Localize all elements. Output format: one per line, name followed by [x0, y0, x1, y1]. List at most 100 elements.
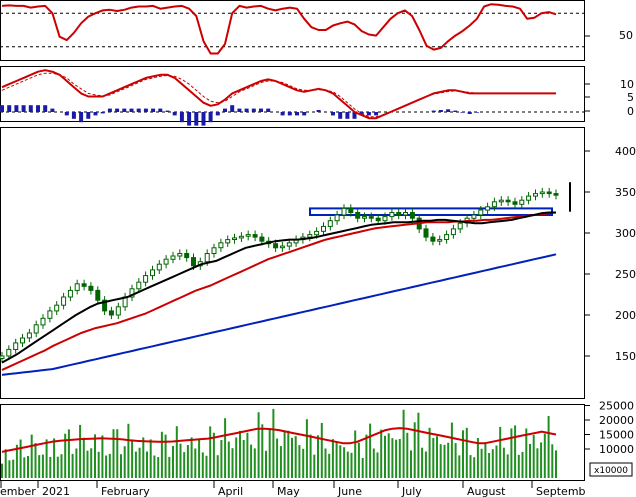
candle-body-57	[389, 212, 395, 218]
candle-body-15	[102, 299, 108, 312]
panel-frame-0	[0, 0, 585, 61]
candle-body-70	[478, 209, 484, 216]
candle-body-65	[444, 234, 450, 241]
candle-body-63	[430, 236, 436, 242]
candle-body-13	[88, 285, 94, 291]
price-tick-5: 150	[615, 350, 636, 363]
candle-body-1	[6, 348, 12, 357]
candle-body-9	[61, 296, 67, 306]
candle-body-75	[512, 201, 518, 205]
x-tick-3: April	[218, 485, 243, 497]
candle-body-26	[177, 253, 183, 257]
candle-body-32	[218, 242, 224, 249]
stoch-line-0	[1, 3, 557, 55]
candle-body-36	[245, 234, 251, 237]
macd-tick-0: 10	[620, 78, 634, 91]
volume-tick-0: 25000	[599, 400, 634, 413]
price-tick-2: 300	[615, 227, 636, 240]
candle-body-48	[327, 220, 333, 227]
volume-tick-1: 20000	[599, 414, 634, 427]
candle-body-81	[553, 193, 559, 196]
candle-body-45	[307, 234, 313, 238]
candle-body-25	[170, 255, 176, 260]
candle-body-62	[423, 228, 429, 238]
candle-body-6	[40, 317, 46, 326]
candle-body-40	[273, 243, 279, 249]
candle-body-72	[491, 201, 497, 208]
candle-body-58	[396, 212, 402, 216]
x-tick-8: Septemb	[536, 485, 586, 497]
candle-body-8	[54, 304, 60, 312]
candle-body-0	[0, 355, 5, 359]
candle-body-37	[252, 234, 258, 238]
candle-body-47	[321, 225, 326, 232]
candle-body-49	[334, 214, 340, 222]
candle-body-51	[348, 207, 354, 213]
candle-body-10	[67, 289, 73, 298]
volume-tick-3: 10000	[599, 443, 634, 456]
candle-body-60	[409, 212, 415, 219]
price-tick-4: 200	[615, 309, 636, 322]
volume-tick-2: 15000	[599, 429, 634, 442]
candle-body-33	[225, 239, 231, 244]
candle-body-4	[26, 332, 32, 339]
candle-body-53	[362, 216, 367, 219]
x-tick-1: 2021	[42, 485, 70, 497]
candle-body-77	[526, 195, 532, 201]
macd-tick-1: 5	[627, 91, 634, 104]
x-tick-4: May	[277, 485, 300, 497]
candle-body-54	[368, 216, 374, 219]
candle-body-34	[232, 237, 237, 240]
candle-body-5	[33, 324, 39, 334]
candle-body-73	[498, 199, 504, 203]
x-tick-7: August	[467, 485, 506, 497]
volume-unit-label: x10000	[594, 466, 628, 476]
candle-body-21	[143, 275, 149, 283]
panel-frame-2	[0, 127, 585, 399]
candle-body-28	[191, 257, 196, 267]
x-tick-0: ember	[0, 485, 36, 497]
candle-body-67	[457, 222, 463, 230]
candle-body-14	[95, 289, 101, 301]
candle-body-35	[238, 235, 244, 239]
ma-short-line	[1, 211, 556, 364]
price-tick-0: 400	[615, 145, 636, 158]
candle-body-78	[533, 193, 538, 197]
price-tick-3: 250	[615, 268, 636, 281]
candle-body-80	[546, 191, 552, 195]
x-tick-6: July	[401, 485, 422, 497]
candle-body-52	[355, 212, 361, 219]
candle-body-3	[20, 337, 25, 344]
volume-ma-line	[1, 427, 557, 453]
stoch-tick-0: 50	[619, 29, 633, 42]
candle-body-42	[286, 242, 292, 247]
candle-body-19	[129, 288, 135, 298]
candle-body-23	[156, 263, 162, 271]
candle-body-66	[450, 228, 456, 236]
candle-body-7	[47, 310, 53, 319]
candle-body-79	[539, 191, 545, 195]
candle-body-46	[314, 230, 320, 236]
macd-signal-line	[1, 72, 556, 118]
candle-body-17	[115, 306, 121, 316]
volume-unit-box	[589, 462, 633, 477]
candle-body-76	[519, 199, 525, 205]
candle-body-50	[341, 207, 347, 216]
macd-tick-2: 0	[627, 105, 634, 118]
candle-body-30	[204, 253, 210, 263]
panel-frame-3	[0, 404, 585, 481]
candle-body-55	[375, 217, 381, 222]
candle-body-20	[136, 281, 142, 290]
candle-body-2	[13, 342, 19, 350]
macd-line	[1, 69, 556, 120]
x-tick-2: February	[101, 485, 150, 497]
candle-body-59	[403, 212, 408, 216]
candle-body-69	[471, 214, 477, 219]
candle-body-64	[437, 239, 443, 242]
price-tick-1: 350	[615, 186, 636, 199]
candle-body-27	[184, 253, 190, 259]
ma-mid-line	[1, 211, 557, 371]
x-tick-5: June	[337, 485, 362, 497]
candle-body-11	[74, 283, 80, 291]
